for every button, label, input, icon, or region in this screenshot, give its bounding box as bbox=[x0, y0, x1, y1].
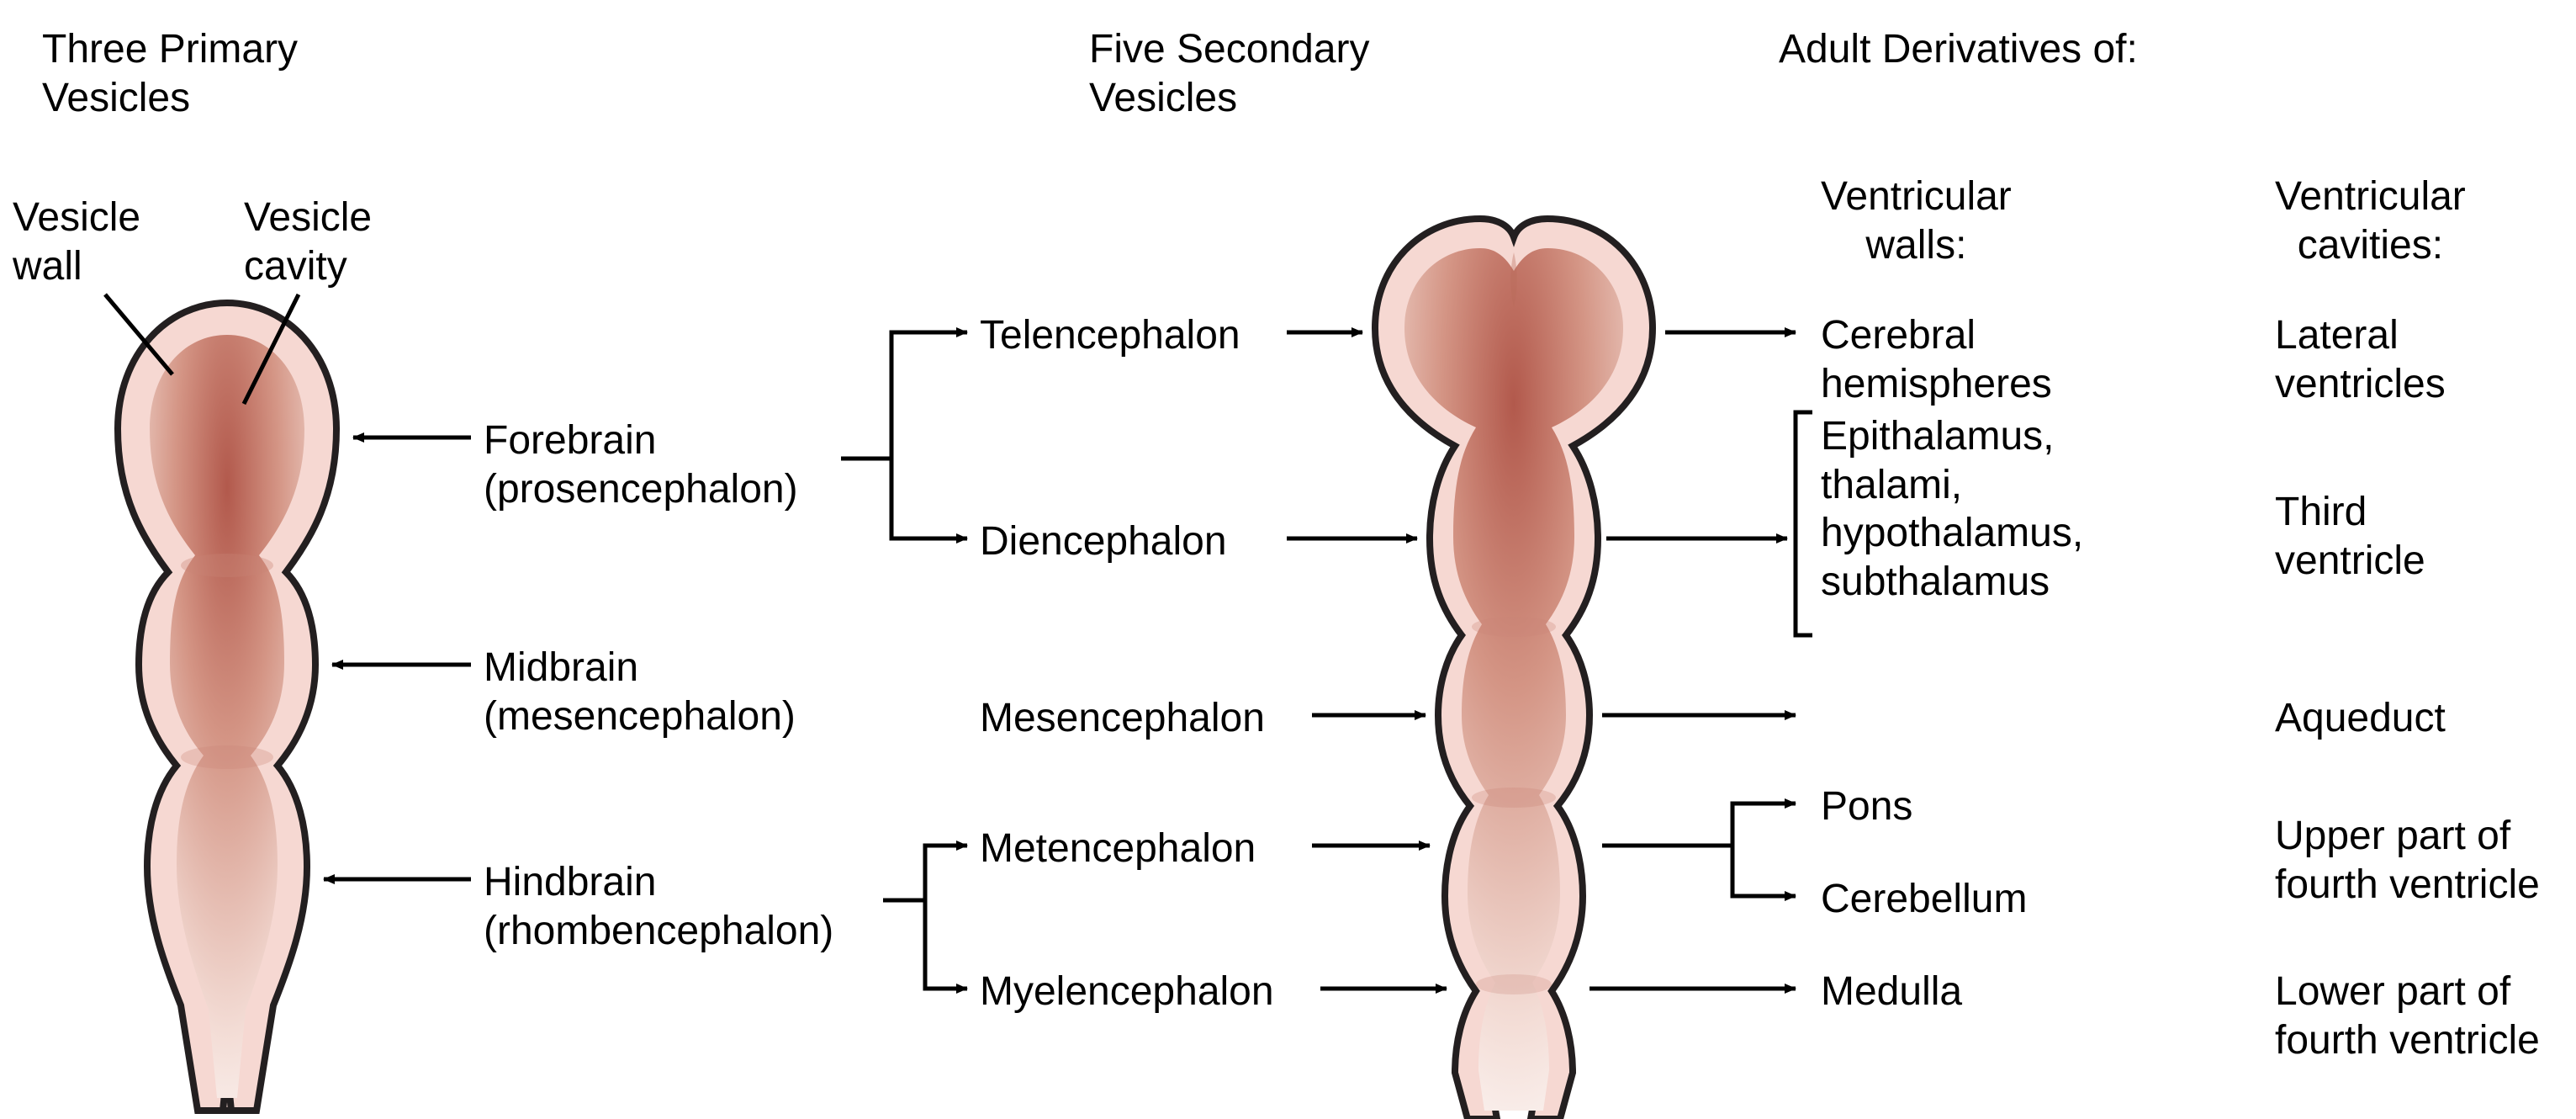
walls-medulla: Medulla bbox=[1821, 968, 1962, 1016]
callout-vesicle-wall: Vesicle wall bbox=[13, 194, 140, 290]
heading-walls: Ventricular walls: bbox=[1821, 172, 2012, 269]
diagram-svg bbox=[0, 0, 2576, 1119]
label-metencephalon: Metencephalon bbox=[980, 825, 1256, 873]
cav-third: Third ventricle bbox=[2275, 488, 2425, 585]
secondary-vesicle-wall bbox=[1375, 219, 1653, 1119]
walls-pons: Pons bbox=[1821, 782, 1912, 831]
heading-secondary: Five Secondary Vesicles bbox=[1089, 25, 1370, 122]
label-forebrain: Forebrain (prosencephalon) bbox=[484, 416, 798, 513]
label-mesencephalon: Mesencephalon bbox=[980, 694, 1265, 743]
cav-aqueduct: Aqueduct bbox=[2275, 694, 2446, 743]
cav-lateral: Lateral ventricles bbox=[2275, 311, 2446, 408]
callout-vesicle-cavity: Vesicle cavity bbox=[244, 194, 372, 290]
walls-cerebral: Cerebral hemispheres bbox=[1821, 311, 2052, 408]
heading-primary: Three Primary Vesicles bbox=[42, 25, 298, 122]
label-diencephalon: Diencephalon bbox=[980, 517, 1227, 566]
primary-vesicle-cavity bbox=[150, 335, 304, 1098]
secondary-vesicle-group bbox=[1375, 219, 1653, 1119]
walls-dienc-group: Epithalamus, thalami, hypothalamus, subt… bbox=[1821, 412, 2083, 606]
label-hindbrain: Hindbrain (rhombencephalon) bbox=[484, 858, 833, 955]
secondary-vesicle-cavity bbox=[1404, 248, 1623, 1111]
label-telencephalon: Telencephalon bbox=[980, 311, 1240, 360]
label-midbrain: Midbrain (mesencephalon) bbox=[484, 644, 796, 740]
walls-cerebellum: Cerebellum bbox=[1821, 875, 2027, 924]
cav-upper4: Upper part of fourth ventricle bbox=[2275, 812, 2540, 909]
heading-adult: Adult Derivatives of: bbox=[1779, 25, 2138, 74]
cav-lower4: Lower part of fourth ventricle bbox=[2275, 968, 2540, 1064]
heading-cavities: Ventricular cavities: bbox=[2275, 172, 2466, 269]
label-myelencephalon: Myelencephalon bbox=[980, 968, 1274, 1016]
primary-vesicle-wall bbox=[118, 303, 336, 1111]
